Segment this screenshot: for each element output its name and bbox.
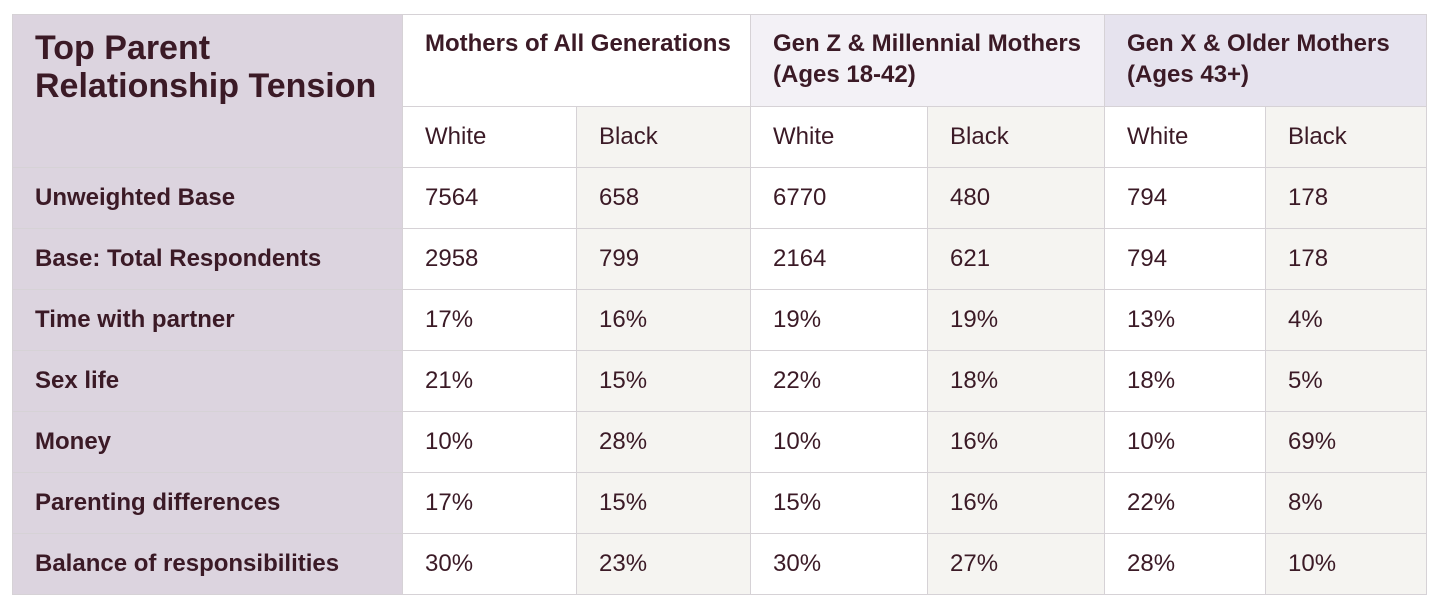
table-cell: 799 xyxy=(576,228,751,290)
table-row: Parenting differences 17% 15% 15% 16% 22… xyxy=(12,472,1427,534)
table-cell: 7564 xyxy=(402,167,577,229)
table-cell: 10% xyxy=(1265,533,1427,595)
table-cell: 19% xyxy=(750,289,928,351)
table-row: Money 10% 28% 10% 16% 10% 69% xyxy=(12,411,1427,473)
table-cell: 17% xyxy=(402,472,577,534)
table-cell: 21% xyxy=(402,350,577,412)
table-cell: 13% xyxy=(1104,289,1266,351)
row-label: Sex life xyxy=(12,350,403,412)
table-cell: 19% xyxy=(927,289,1105,351)
sub-header-black: Black xyxy=(576,106,751,168)
table-cell: 15% xyxy=(576,350,751,412)
table-cell: 2958 xyxy=(402,228,577,290)
table-row: Sex life 21% 15% 22% 18% 18% 5% xyxy=(12,350,1427,412)
data-table-container: Top Parent Relationship Tension Mothers … xyxy=(12,14,1427,595)
table-cell: 5% xyxy=(1265,350,1427,412)
table-cell: 69% xyxy=(1265,411,1427,473)
table-cell: 178 xyxy=(1265,167,1427,229)
group-header-genx-older: Gen X & Older Mothers (Ages 43+) xyxy=(1104,14,1427,107)
table-cell: 621 xyxy=(927,228,1105,290)
table-cell: 794 xyxy=(1104,228,1266,290)
table-cell: 16% xyxy=(576,289,751,351)
table-cell: 8% xyxy=(1265,472,1427,534)
row-label: Balance of responsibilities xyxy=(12,533,403,595)
table-cell: 17% xyxy=(402,289,577,351)
table-cell: 10% xyxy=(1104,411,1266,473)
table-row: Unweighted Base 7564 658 6770 480 794 17… xyxy=(12,167,1427,229)
table-row: Balance of responsibilities 30% 23% 30% … xyxy=(12,533,1427,595)
table-cell: 794 xyxy=(1104,167,1266,229)
row-label: Base: Total Respondents xyxy=(12,228,403,290)
sub-header-white: White xyxy=(750,106,928,168)
table-cell: 4% xyxy=(1265,289,1427,351)
row-label: Parenting differences xyxy=(12,472,403,534)
group-header-genz-millennial: Gen Z & Millennial Mothers (Ages 18-42) xyxy=(750,14,1105,107)
sub-header-white: White xyxy=(402,106,577,168)
sub-header-black: Black xyxy=(1265,106,1427,168)
table-cell: 10% xyxy=(750,411,928,473)
table-cell: 18% xyxy=(1104,350,1266,412)
table-title: Top Parent Relationship Tension xyxy=(12,14,403,168)
table-cell: 16% xyxy=(927,472,1105,534)
table-cell: 480 xyxy=(927,167,1105,229)
data-table: Top Parent Relationship Tension Mothers … xyxy=(12,14,1427,595)
group-header-row: Top Parent Relationship Tension Mothers … xyxy=(12,14,1427,168)
group-header-all-generations: Mothers of All Generations xyxy=(402,14,751,107)
table-cell: 30% xyxy=(750,533,928,595)
table-cell: 23% xyxy=(576,533,751,595)
row-label: Unweighted Base xyxy=(12,167,403,229)
table-row: Base: Total Respondents 2958 799 2164 62… xyxy=(12,228,1427,290)
table-cell: 10% xyxy=(402,411,577,473)
table-cell: 22% xyxy=(1104,472,1266,534)
table-cell: 28% xyxy=(1104,533,1266,595)
table-cell: 658 xyxy=(576,167,751,229)
table-cell: 16% xyxy=(927,411,1105,473)
table-cell: 27% xyxy=(927,533,1105,595)
sub-header-black: Black xyxy=(927,106,1105,168)
row-label: Money xyxy=(12,411,403,473)
table-cell: 15% xyxy=(576,472,751,534)
table-cell: 30% xyxy=(402,533,577,595)
table-cell: 2164 xyxy=(750,228,928,290)
table-cell: 6770 xyxy=(750,167,928,229)
sub-header-white: White xyxy=(1104,106,1266,168)
table-cell: 28% xyxy=(576,411,751,473)
table-cell: 178 xyxy=(1265,228,1427,290)
sub-header-row: White Black White Black White Black xyxy=(13,106,1427,168)
table-cell: 22% xyxy=(750,350,928,412)
table-cell: 18% xyxy=(927,350,1105,412)
table-row: Time with partner 17% 16% 19% 19% 13% 4% xyxy=(12,289,1427,351)
table-cell: 15% xyxy=(750,472,928,534)
row-label: Time with partner xyxy=(12,289,403,351)
